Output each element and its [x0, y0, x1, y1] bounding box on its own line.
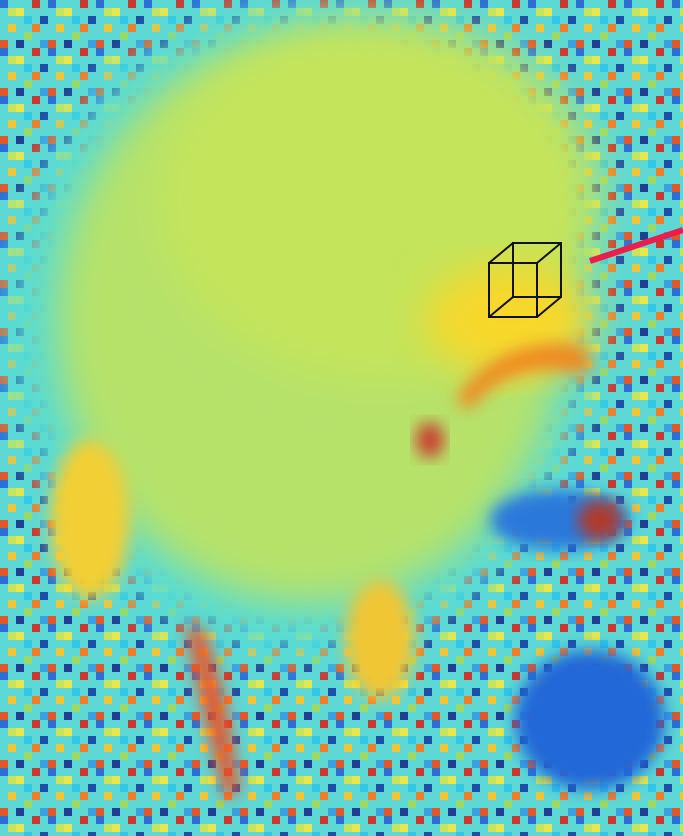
cube-edge	[488, 296, 514, 318]
cube-edge	[536, 242, 562, 264]
yellow-left	[50, 440, 130, 600]
orange-edge	[455, 343, 592, 410]
cube-edge	[536, 296, 562, 318]
cube-back	[512, 242, 562, 298]
red-streak	[185, 625, 240, 800]
blue-region	[515, 650, 665, 790]
cube-edge	[488, 242, 514, 264]
red-spot	[578, 500, 622, 540]
yellow-bottom	[345, 580, 415, 700]
pointer-line	[589, 227, 683, 264]
cube-wireframe	[488, 242, 562, 318]
red-spot-2	[416, 422, 444, 458]
